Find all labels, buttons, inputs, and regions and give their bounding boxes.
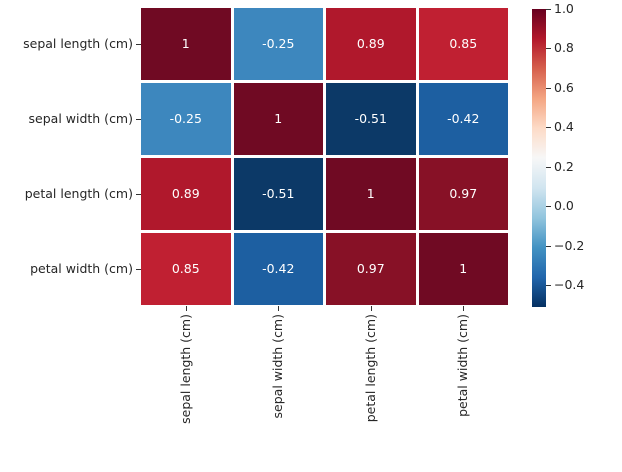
cell-value: 1 [274, 110, 283, 126]
colorbar [532, 9, 546, 307]
colorbar-tick-mark [546, 285, 551, 287]
heatmap-cell: -0.25 [141, 83, 231, 155]
x-tick-label: sepal width (cm) [270, 314, 286, 419]
colorbar-tick-label: 0.0 [554, 198, 574, 214]
colorbar-tick-mark [546, 245, 551, 247]
colorbar-tick-mark [546, 48, 551, 50]
cell-value: 0.97 [449, 185, 478, 201]
cell-value: 0.89 [171, 185, 200, 201]
cell-value: 0.89 [356, 35, 385, 51]
heatmap-cell: 1 [418, 233, 508, 305]
cell-value: 1 [181, 35, 190, 51]
cell-value: -0.25 [262, 35, 295, 51]
heatmap-cell: -0.51 [233, 158, 323, 230]
y-tick-label: sepal width (cm) [28, 111, 133, 126]
cell-value: -0.42 [447, 110, 480, 126]
colorbar-tick-mark [546, 206, 551, 208]
colorbar-tick-label: 0.2 [554, 158, 574, 174]
heatmap-cell: -0.42 [233, 233, 323, 305]
colorbar-tick-label: 0.4 [554, 119, 574, 135]
x-tick-mark [370, 306, 372, 311]
x-tick-label: sepal length (cm) [177, 314, 193, 424]
colorbar-tick-mark [546, 166, 551, 168]
heatmap-cell: -0.25 [233, 8, 323, 80]
cell-value: -0.25 [169, 110, 202, 126]
heatmap-cell: 0.97 [326, 233, 416, 305]
colorbar-tick-mark [546, 9, 551, 10]
y-tick-mark [136, 44, 141, 45]
heatmap-cell: 1 [233, 83, 323, 155]
cell-value: 1 [459, 260, 468, 276]
colorbar-tick-label: −0.2 [554, 237, 585, 253]
y-tick-mark [136, 119, 141, 120]
colorbar-tick-label: 1.0 [554, 1, 574, 16]
x-tick-mark [278, 306, 280, 311]
cell-value: -0.51 [354, 110, 387, 126]
x-tick-label: petal length (cm) [362, 314, 378, 423]
cell-value: -0.51 [262, 185, 295, 201]
heatmap-cell: 0.89 [141, 158, 231, 230]
colorbar-tick-mark [546, 127, 551, 129]
colorbar-tick-mark [546, 87, 551, 89]
cell-value: 1 [366, 185, 375, 201]
heatmap-cell: 0.89 [326, 8, 416, 80]
colorbar-tick-label: 0.8 [554, 40, 574, 56]
cell-value: 0.85 [171, 260, 200, 276]
x-tick-label: petal width (cm) [455, 314, 471, 417]
heatmap-cell: 0.85 [418, 8, 508, 80]
y-tick-label: sepal length (cm) [23, 36, 133, 51]
cell-value: -0.42 [262, 260, 295, 276]
heatmap-cell: 1 [141, 8, 231, 80]
cell-value: 0.85 [449, 35, 478, 51]
colorbar-tick-label: −0.4 [554, 277, 585, 293]
x-tick-mark [185, 306, 187, 311]
colorbar-tick-label: 0.6 [554, 79, 574, 95]
y-tick-label: petal length (cm) [24, 186, 133, 201]
y-tick-mark [136, 269, 141, 270]
heatmap-cell: 0.97 [418, 158, 508, 230]
heatmap-cell: -0.42 [418, 83, 508, 155]
heatmap-cell: 0.85 [141, 233, 231, 305]
cell-value: 0.97 [356, 260, 385, 276]
heatmap-cell: 1 [326, 158, 416, 230]
heatmap: 1 -0.25 0.89 0.85 -0.25 1 -0.51 -0.42 0.89 -0.51 1… [141, 8, 508, 305]
y-tick-mark [136, 194, 141, 195]
x-tick-mark [463, 306, 465, 311]
heatmap-cell: -0.51 [326, 83, 416, 155]
y-tick-label: petal width (cm) [30, 261, 133, 276]
